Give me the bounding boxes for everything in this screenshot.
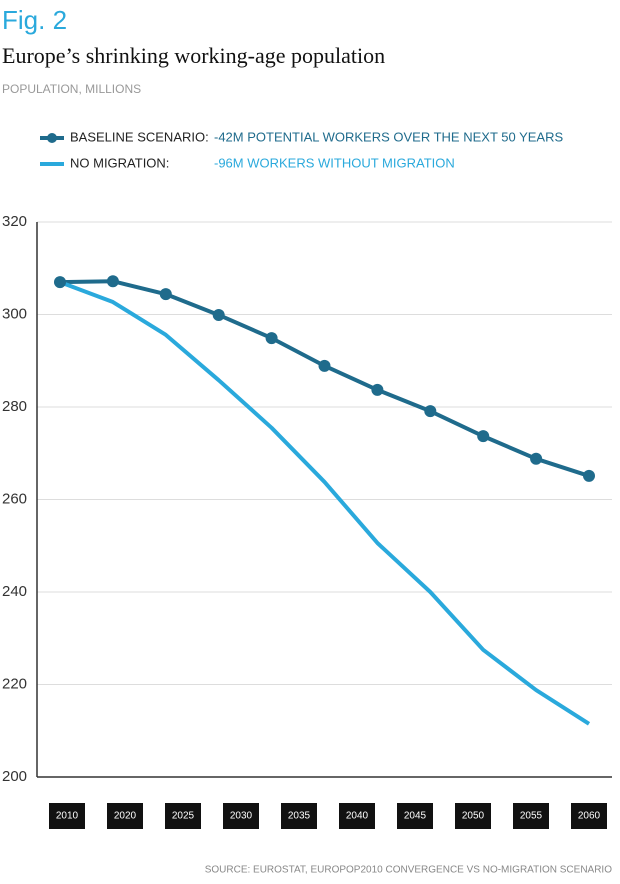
data-point: [477, 430, 490, 443]
x-label-box: [339, 803, 375, 829]
y-tick-label: 300: [2, 305, 27, 322]
x-label-box: [281, 803, 317, 829]
series-line: [59, 280, 591, 726]
x-tick-label: 2060: [578, 811, 601, 822]
data-point: [530, 452, 543, 465]
y-tick-label: 260: [2, 490, 27, 507]
chart-subtitle: POPULATION, MILLIONS: [2, 82, 141, 96]
data-point: [371, 383, 384, 396]
y-tick-label: 280: [2, 398, 27, 415]
x-tick-label: 2010: [56, 811, 79, 822]
x-label-box: [455, 803, 491, 829]
source-note: SOURCE: EUROSTAT, EUROPOP2010 CONVERGENC…: [205, 865, 613, 876]
legend-marker: [47, 133, 57, 143]
x-tick-label: 2050: [462, 811, 485, 822]
data-point: [212, 308, 225, 321]
legend-description: -96M WORKERS WITHOUT MIGRATION: [214, 155, 455, 170]
x-label-box: [571, 803, 607, 829]
x-tick-label: 2035: [288, 811, 311, 822]
legend-description: -42M POTENTIAL WORKERS OVER THE NEXT 50 …: [214, 129, 563, 144]
legend-label: BASELINE SCENARIO:: [70, 129, 209, 144]
data-point: [583, 469, 595, 482]
y-tick-label: 320: [2, 213, 27, 230]
x-label-box: [397, 803, 433, 829]
x-tick-label: 2045: [404, 811, 427, 822]
legend-label: NO MIGRATION:: [70, 155, 169, 170]
x-label-box: [107, 803, 143, 829]
data-point: [424, 405, 437, 418]
series-line: [59, 279, 590, 478]
data-point: [54, 276, 66, 289]
x-label-box: [223, 803, 259, 829]
figure-label: Fig. 2: [2, 5, 67, 35]
x-label-box: [165, 803, 201, 829]
x-tick-label: 2030: [230, 811, 253, 822]
x-label-box: [49, 803, 85, 829]
x-tick-label: 2025: [172, 811, 195, 822]
x-tick-label: 2040: [346, 811, 369, 822]
y-tick-label: 240: [2, 583, 27, 600]
x-label-box: [513, 803, 549, 829]
y-tick-label: 200: [2, 768, 27, 785]
x-tick-label: 2055: [520, 811, 543, 822]
data-point: [318, 359, 331, 372]
chart-title: Europe’s shrinking working-age populatio…: [2, 43, 385, 68]
y-tick-label: 220: [2, 675, 27, 692]
x-tick-label: 2020: [114, 811, 137, 822]
data-point: [106, 275, 119, 288]
data-point: [159, 288, 172, 301]
data-point: [265, 332, 278, 345]
